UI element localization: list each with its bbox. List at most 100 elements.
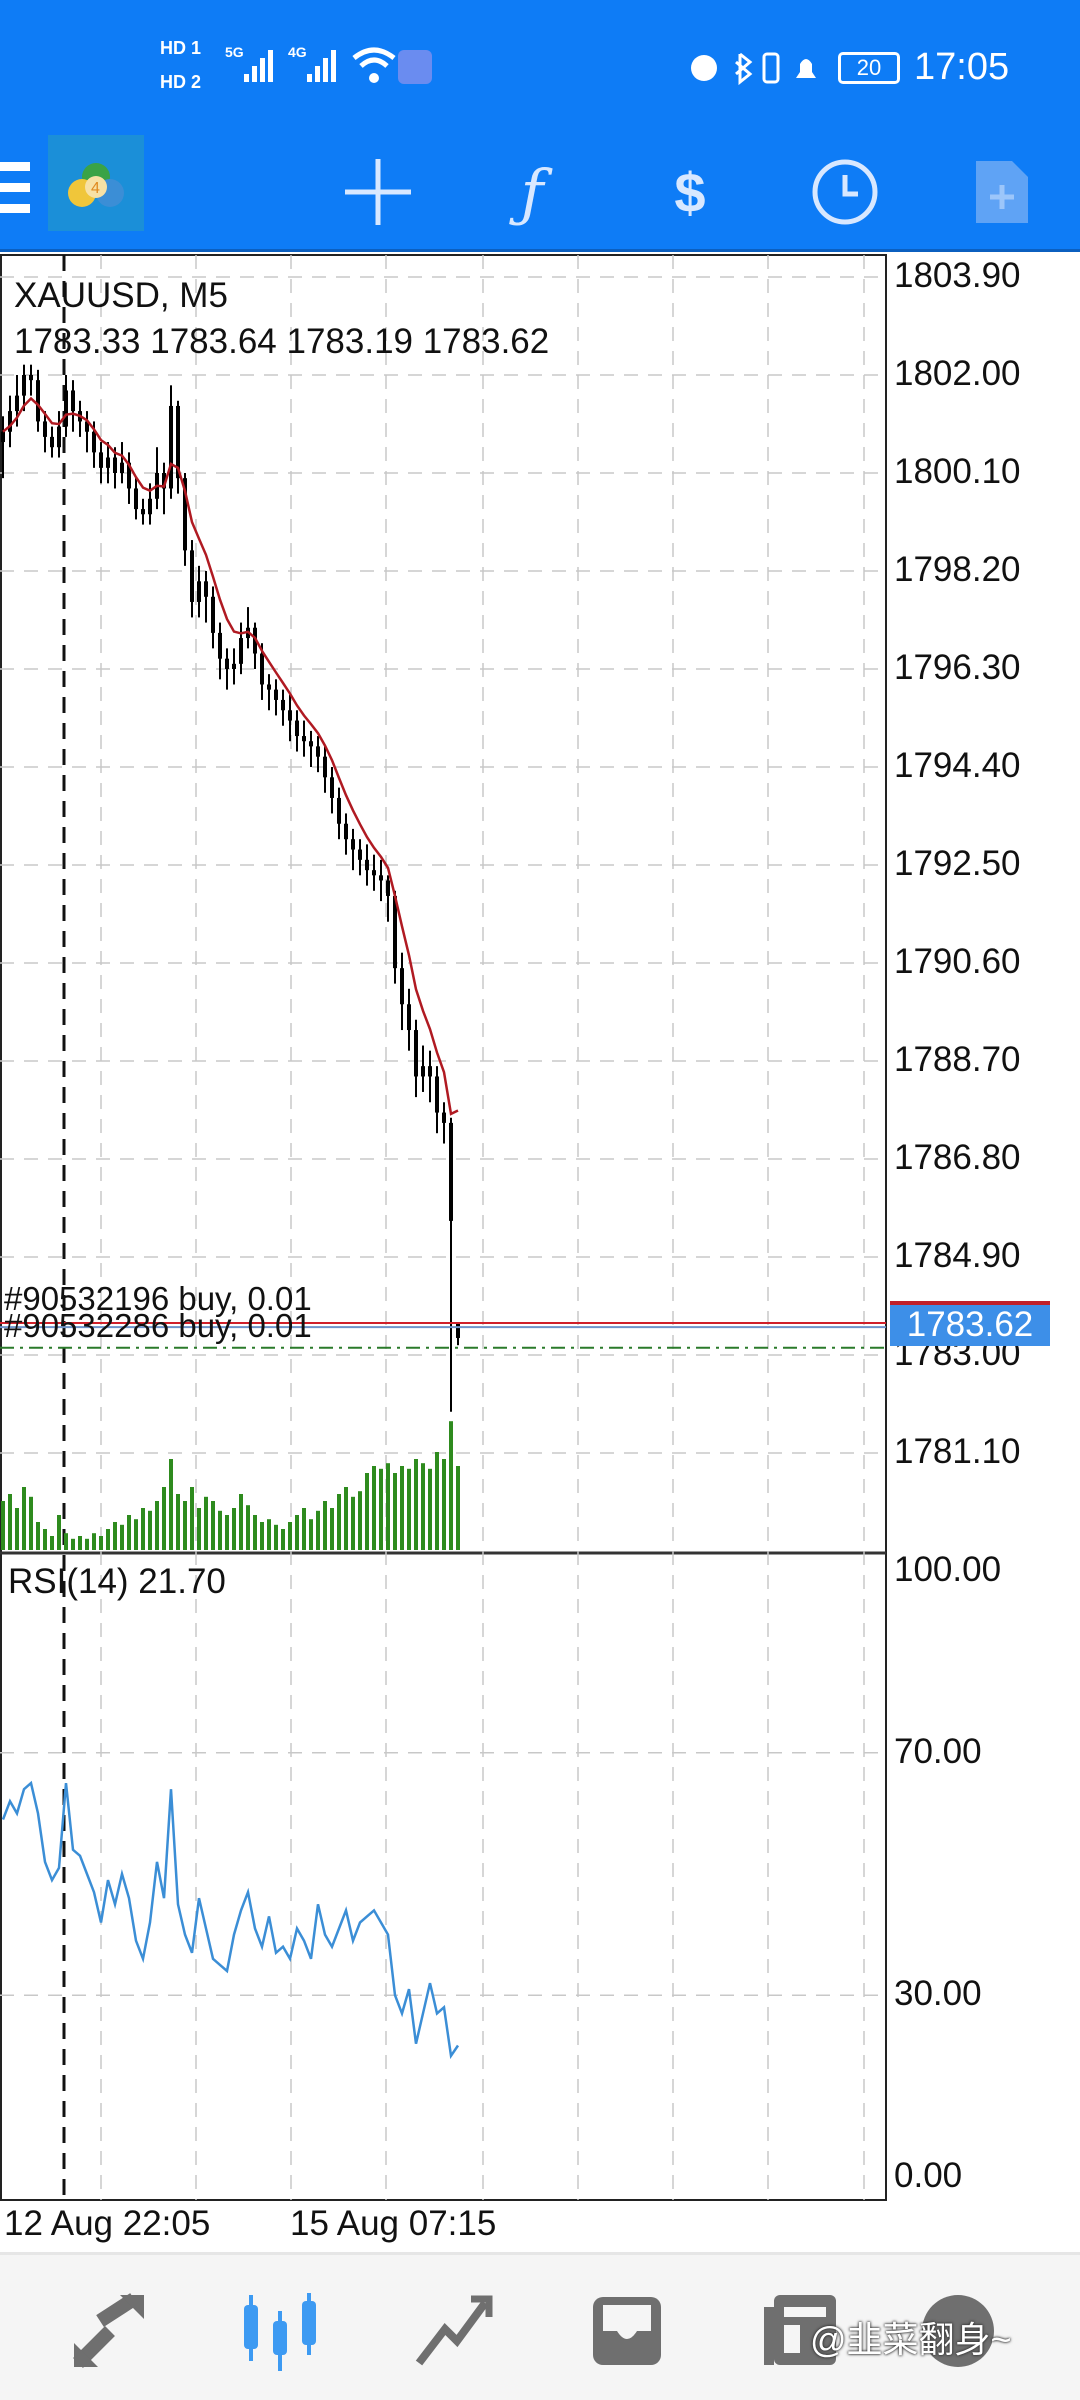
- messages-icon[interactable]: [918, 2291, 998, 2371]
- volume-bar: [225, 1515, 229, 1550]
- news-icon[interactable]: [760, 2291, 840, 2371]
- metatrader-logo[interactable]: 4: [48, 135, 144, 231]
- candle-body: [57, 426, 61, 448]
- price-tick: 1784.90: [894, 1236, 1021, 1275]
- volume-bar: [64, 1533, 68, 1550]
- candle-body: [141, 509, 145, 515]
- volume-bar: [29, 1496, 33, 1550]
- ohlc-label: 1783.33 1783.64 1783.19 1783.62: [14, 322, 550, 361]
- time-label: 15 Aug 07:15: [290, 2204, 497, 2243]
- candle-body: [134, 488, 138, 510]
- candle-body: [239, 638, 243, 664]
- volume-bar: [281, 1529, 285, 1550]
- chart-icon[interactable]: [240, 2291, 320, 2371]
- history-icon[interactable]: [587, 2291, 667, 2371]
- volume-bar: [379, 1468, 383, 1550]
- toolbar: 4 ƒ $: [0, 130, 1080, 252]
- quotes-icon[interactable]: [70, 2291, 150, 2371]
- candle-body: [323, 756, 327, 778]
- battery-level: 20: [856, 55, 882, 80]
- candle-body: [379, 875, 383, 881]
- candle-body: [281, 699, 285, 711]
- volume-bar: [85, 1538, 89, 1550]
- menu-icon[interactable]: [0, 162, 30, 224]
- candle-body: [372, 870, 376, 876]
- rsi-tick: 70.00: [894, 1731, 982, 1771]
- volume-bar: [15, 1508, 19, 1550]
- volume-bar: [393, 1473, 397, 1550]
- net2-label: 4G: [288, 44, 307, 60]
- svg-text:4: 4: [91, 180, 100, 197]
- volume-bar: [99, 1536, 103, 1550]
- volume-bar: [435, 1452, 439, 1550]
- trade-icon[interactable]: $: [674, 160, 706, 224]
- price-tick: 1786.80: [894, 1138, 1021, 1177]
- price-tick: 1781.10: [894, 1432, 1021, 1471]
- time-label: 12 Aug 22:05: [4, 2204, 211, 2243]
- order-label[interactable]: #90532286 buy, 0.01: [4, 1307, 312, 1344]
- volume-bar: [106, 1529, 110, 1550]
- volume-bar: [288, 1522, 292, 1550]
- candle-body: [190, 550, 194, 602]
- candle-body: [113, 457, 117, 473]
- indicators-icon[interactable]: ƒ: [520, 155, 544, 229]
- moving-average-line: [2, 396, 459, 1116]
- candle-body: [106, 457, 110, 468]
- new-order-icon[interactable]: [962, 152, 1042, 232]
- candle-body: [316, 746, 320, 757]
- rsi-label: RSI(14) 21.70: [8, 1562, 226, 1601]
- candle-body: [8, 411, 12, 432]
- volume-bar: [8, 1494, 12, 1550]
- battery-icon: 20: [838, 52, 900, 84]
- volume-bar: [239, 1494, 243, 1550]
- wifi-icon: [352, 47, 396, 83]
- volume-bar: [162, 1487, 166, 1550]
- status-bar: HD 1 HD 2 5G 4G 20 17:05: [0, 0, 1080, 130]
- candle-body: [295, 720, 299, 737]
- price-chart[interactable]: [0, 0, 1080, 2252]
- volume-bar: [449, 1421, 453, 1550]
- volume-bar: [358, 1491, 362, 1550]
- candle-body: [92, 431, 96, 453]
- candle-body: [71, 390, 75, 412]
- volume-bar: [421, 1463, 425, 1550]
- volume-bar: [323, 1501, 327, 1550]
- candle-body: [260, 653, 264, 685]
- watermark: @韭菜翻身~: [810, 2319, 1012, 2360]
- candle-body: [365, 859, 369, 871]
- candle-body: [15, 395, 19, 412]
- candle-body: [22, 375, 26, 396]
- candle-body: [1, 431, 5, 443]
- volume-bar: [456, 1466, 460, 1550]
- candle-body: [211, 596, 215, 633]
- volume-bar: [120, 1524, 124, 1550]
- candle-body: [183, 478, 187, 551]
- candle-body: [351, 839, 355, 850]
- trade-icon[interactable]: [413, 2291, 493, 2371]
- timeframe-clock-icon[interactable]: [805, 152, 885, 232]
- candle-body: [197, 581, 201, 602]
- volume-bar: [330, 1508, 334, 1550]
- candle-body: [43, 421, 47, 437]
- volume-bar: [309, 1519, 313, 1550]
- crosshair-icon[interactable]: [338, 152, 418, 232]
- order-label[interactable]: #90532196 buy, 0.01: [4, 1280, 312, 1317]
- volume-bar: [295, 1515, 299, 1550]
- volume-bar: [57, 1515, 61, 1550]
- volume-bar: [442, 1459, 446, 1550]
- candle-body: [50, 436, 54, 448]
- volume-bar: [344, 1487, 348, 1550]
- volume-bar: [372, 1466, 376, 1550]
- candle-body: [85, 421, 89, 432]
- candle-body: [358, 849, 362, 860]
- volume-bar: [71, 1538, 75, 1550]
- candle-body: [442, 1112, 446, 1123]
- bottom-nav: @韭菜翻身~: [0, 2252, 1080, 2400]
- sim1-label: HD 1: [160, 38, 202, 58]
- volume-bar: [1, 1501, 5, 1550]
- net1-label: 5G: [225, 44, 244, 60]
- volume-bar: [113, 1522, 117, 1550]
- candle-body: [288, 710, 292, 721]
- volume-bar: [414, 1459, 418, 1550]
- candle-body: [148, 498, 152, 515]
